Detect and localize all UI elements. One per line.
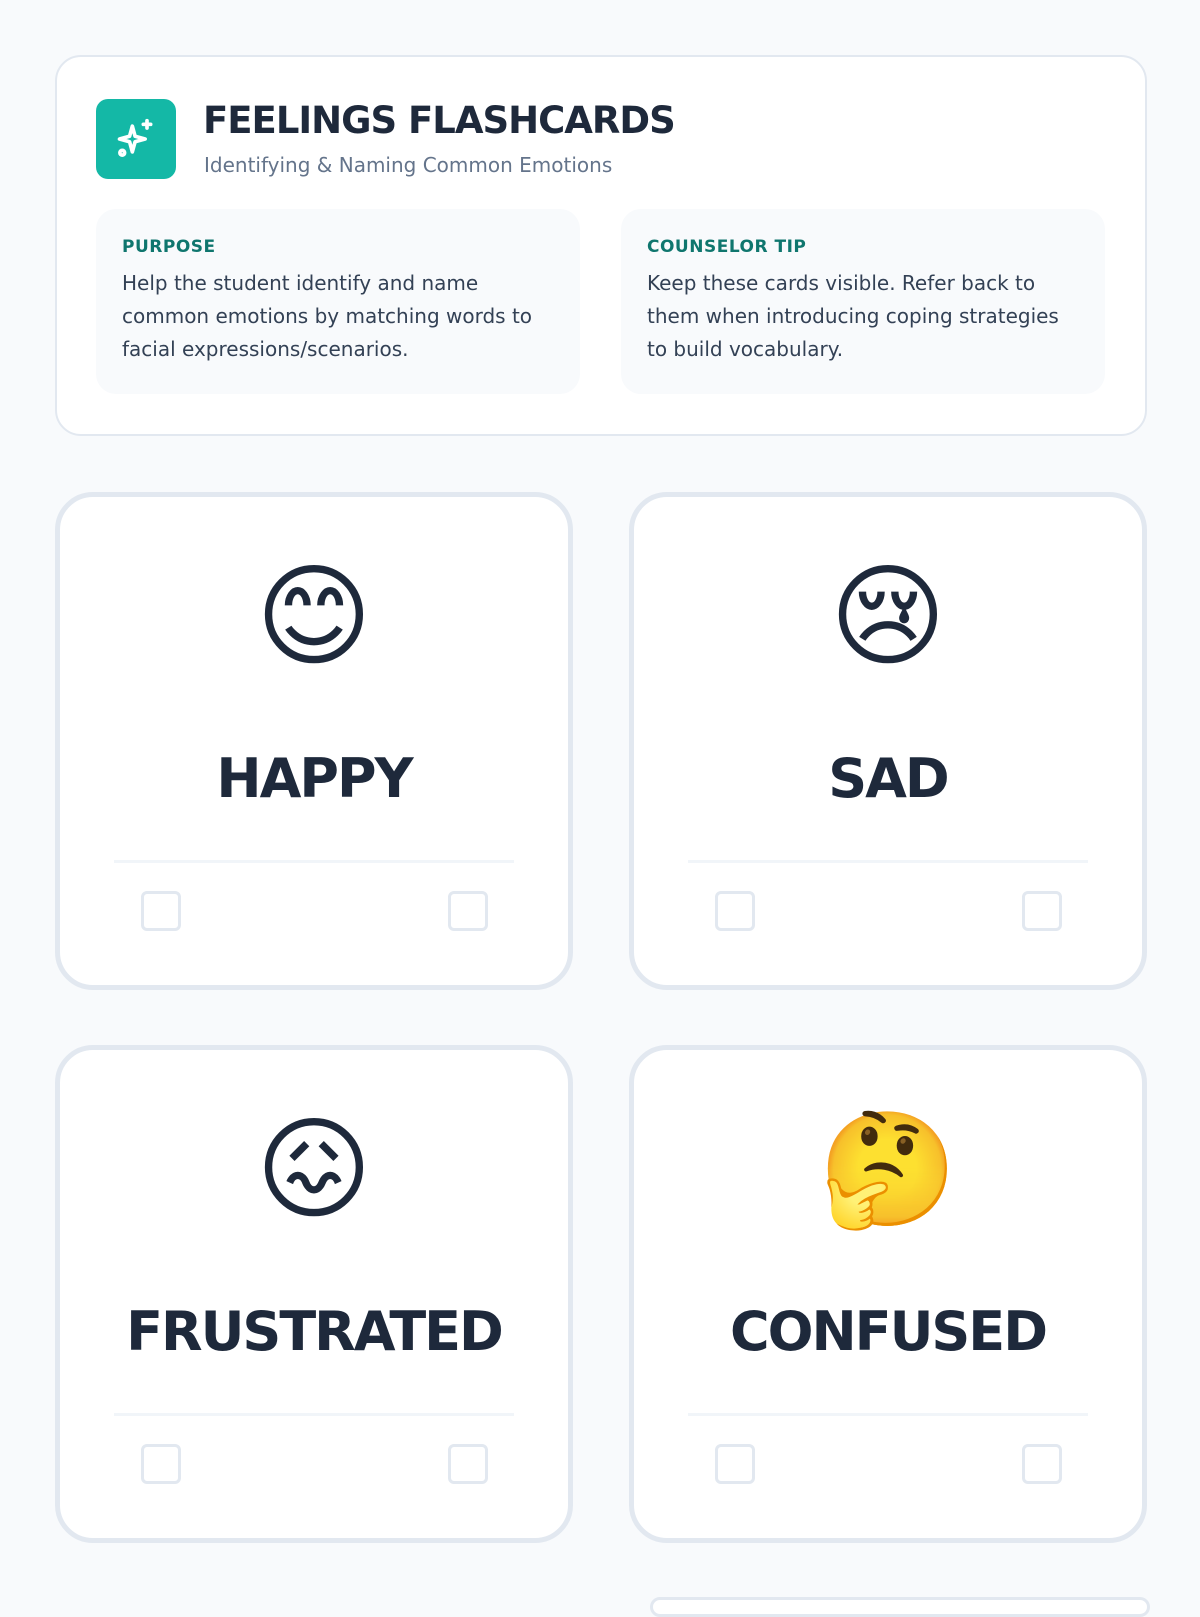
next-section-card xyxy=(650,1597,1150,1617)
emotion-word: FRUSTRATED xyxy=(126,1300,504,1363)
tip-label: COUNSELOR TIP xyxy=(647,237,807,257)
checkbox-right[interactable] xyxy=(448,891,488,931)
emotion-word: HAPPY xyxy=(216,747,413,810)
counselor-tip-box: COUNSELOR TIP Keep these cards visible. … xyxy=(621,209,1105,394)
checkbox-left[interactable] xyxy=(141,891,181,931)
purpose-label: PURPOSE xyxy=(122,237,216,257)
thinking-face-icon: 🤔 xyxy=(818,1105,958,1235)
divider xyxy=(688,860,1088,863)
crying-face-icon: 😢 xyxy=(829,552,947,682)
emotion-word: CONFUSED xyxy=(729,1300,1048,1363)
page-title: FEELINGS FLASHCARDS xyxy=(203,99,676,142)
divider xyxy=(688,1413,1088,1416)
checkbox-left[interactable] xyxy=(715,1444,755,1484)
flashcard-happy[interactable]: 😊 HAPPY xyxy=(55,492,573,990)
divider xyxy=(114,1413,514,1416)
header-card: FEELINGS FLASHCARDS Identifying & Naming… xyxy=(55,55,1147,436)
confounded-face-icon: 😖 xyxy=(255,1105,373,1235)
flashcard-sad[interactable]: 😢 SAD xyxy=(629,492,1147,990)
checkbox-right[interactable] xyxy=(1022,1444,1062,1484)
checkbox-right[interactable] xyxy=(448,1444,488,1484)
page-subtitle: Identifying & Naming Common Emotions xyxy=(204,153,613,177)
flashcard-confused[interactable]: 🤔 CONFUSED xyxy=(629,1045,1147,1543)
sparkles-icon xyxy=(96,99,176,179)
divider xyxy=(114,860,514,863)
checkbox-left[interactable] xyxy=(141,1444,181,1484)
checkbox-left[interactable] xyxy=(715,891,755,931)
checkbox-right[interactable] xyxy=(1022,891,1062,931)
purpose-box: PURPOSE Help the student identify and na… xyxy=(96,209,580,394)
happy-face-icon: 😊 xyxy=(255,552,373,682)
flashcard-frustrated[interactable]: 😖 FRUSTRATED xyxy=(55,1045,573,1543)
tip-text: Keep these cards visible. Refer back to … xyxy=(647,271,1059,361)
emotion-word: SAD xyxy=(828,747,950,810)
purpose-text: Help the student identify and name commo… xyxy=(122,271,533,361)
